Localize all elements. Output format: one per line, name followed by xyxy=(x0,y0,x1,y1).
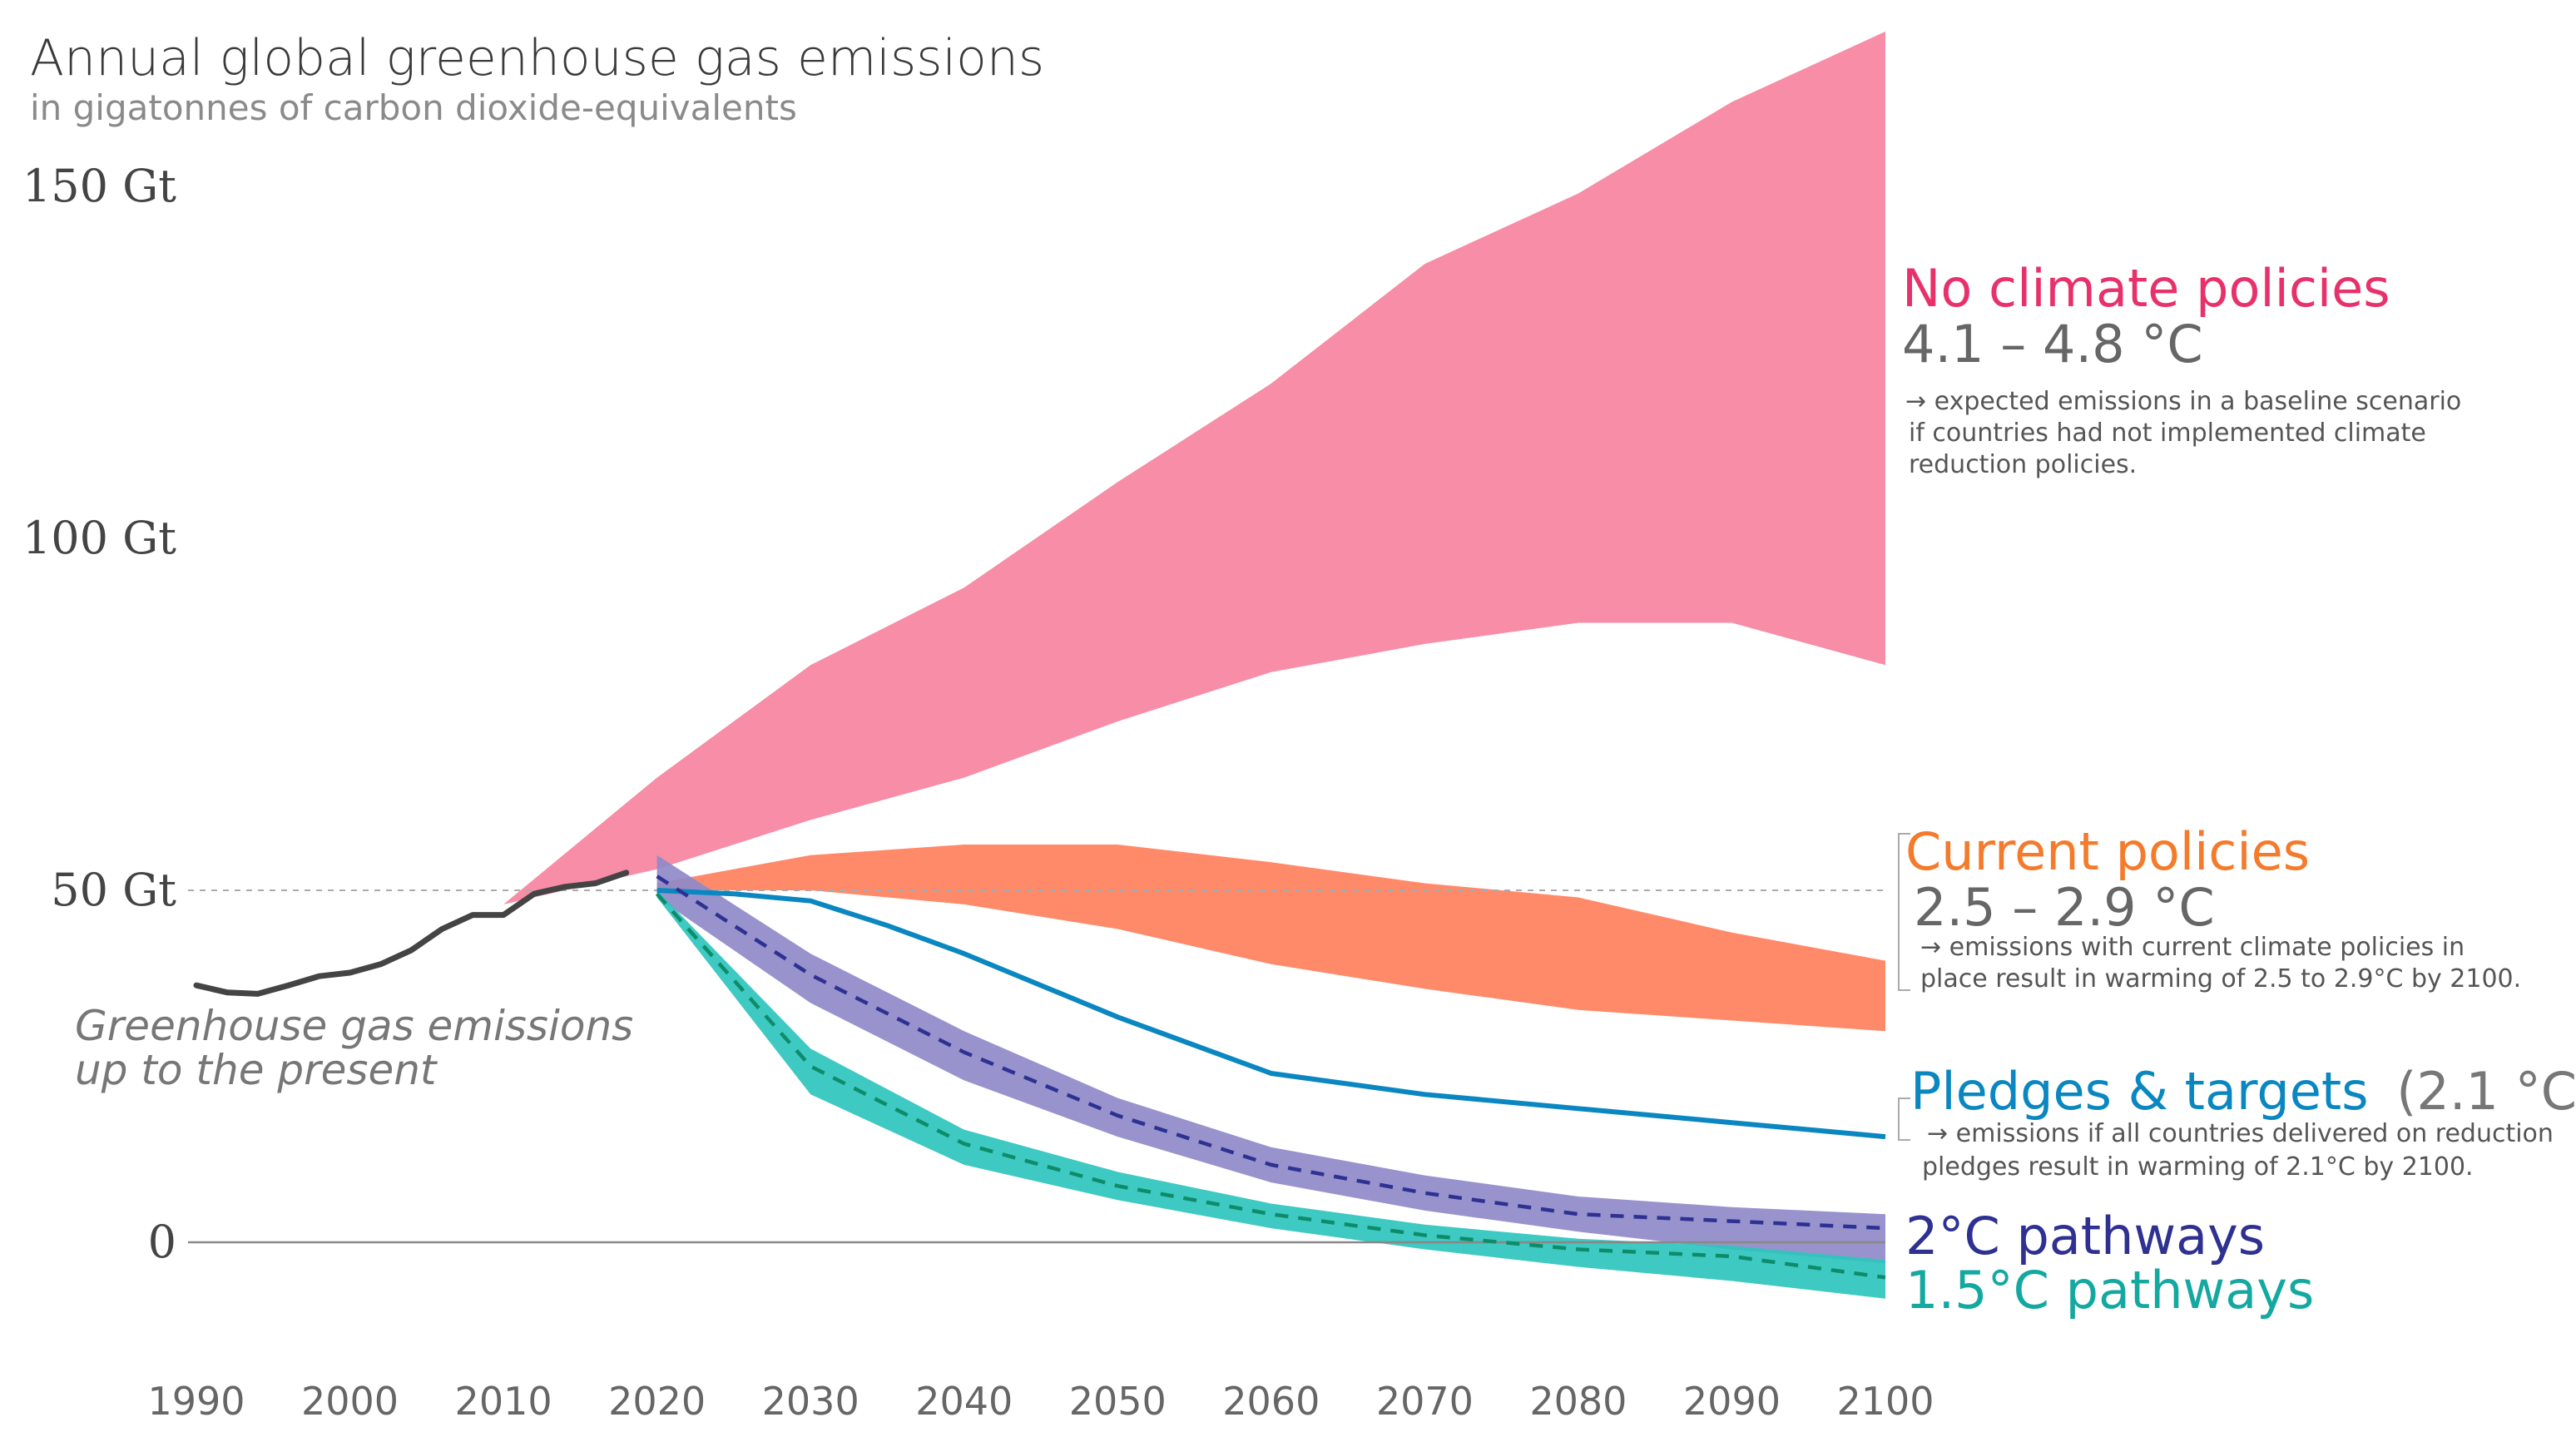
chart-title: Annual global greenhouse gas emissions xyxy=(30,29,1044,87)
historical-emissions-line xyxy=(193,870,630,997)
scenario-lines xyxy=(193,870,1886,1280)
x-tick-label: 2030 xyxy=(762,1379,859,1424)
x-tick-label: 2050 xyxy=(1069,1379,1167,1424)
no-policies-temp: 4.1 – 4.8 °C xyxy=(1902,314,2203,374)
pledges-desc-1: → emissions if all countries delivered o… xyxy=(1927,1119,2554,1148)
y-tick-label: 100 Gt xyxy=(22,512,176,564)
x-tick-label: 2010 xyxy=(455,1379,552,1424)
scenario-bands xyxy=(503,31,1885,1299)
two-degree-label: 2°C pathways xyxy=(1905,1206,2265,1266)
x-tick-label: 2060 xyxy=(1222,1379,1320,1424)
pledges-label: Pledges & targets (2.1 °C) xyxy=(1910,1061,2576,1122)
historical-label-line2: up to the present xyxy=(75,1046,438,1094)
y-tick-label: 150 Gt xyxy=(22,160,176,212)
one-point-five-median-line xyxy=(655,892,1886,1280)
x-tick-label: 2080 xyxy=(1529,1379,1627,1424)
y-tick-label: 50 Gt xyxy=(51,864,176,916)
x-tick-label: 1990 xyxy=(147,1379,245,1424)
current-policies-temp: 2.5 – 2.9 °C xyxy=(1914,877,2215,938)
no-policies-desc-3: reduction policies. xyxy=(1909,450,2137,479)
one-point-five-label: 1.5°C pathways xyxy=(1905,1260,2314,1321)
current-policies-band xyxy=(656,845,1885,1032)
current-policies-desc-1: → emissions with current climate policie… xyxy=(1920,933,2465,962)
one-point-five-band xyxy=(656,890,1885,1299)
current-policies-desc-2: place result in warming of 2.5 to 2.9°C … xyxy=(1920,964,2521,993)
y-tick-label: 0 xyxy=(148,1216,176,1268)
axes: 150 Gt 100 Gt 50 Gt 0 1990 2000 2010 2020 2030 20… xyxy=(22,160,1934,1424)
no-climate-policies-band xyxy=(503,31,1885,904)
historical-label-line1: Greenhouse gas emissions xyxy=(75,1002,633,1050)
pledges-temp: (2.1 °C) xyxy=(2396,1061,2576,1122)
pledges-targets-line xyxy=(656,888,1886,1140)
x-tick-label: 2100 xyxy=(1836,1379,1934,1424)
no-policies-desc-2: if countries had not implemented climate xyxy=(1909,419,2426,448)
x-tick-label: 2020 xyxy=(608,1379,706,1424)
no-policies-desc-1: → expected emissions in a baseline scena… xyxy=(1905,387,2461,416)
no-policies-label: No climate policies xyxy=(1902,258,2390,319)
x-tick-label: 2000 xyxy=(301,1379,399,1424)
chart-subtitle: in gigatonnes of carbon dioxide-equivale… xyxy=(30,87,797,128)
pledges-desc-2: pledges result in warming of 2.1°C by 21… xyxy=(1922,1152,2474,1182)
current-policies-label: Current policies xyxy=(1905,821,2310,882)
pledges-name: Pledges & targets xyxy=(1910,1061,2369,1122)
x-tick-label: 2090 xyxy=(1683,1379,1781,1424)
two-degree-median-line xyxy=(656,875,1886,1231)
x-tick-label: 2070 xyxy=(1376,1379,1474,1424)
x-tick-label: 2040 xyxy=(915,1379,1013,1424)
